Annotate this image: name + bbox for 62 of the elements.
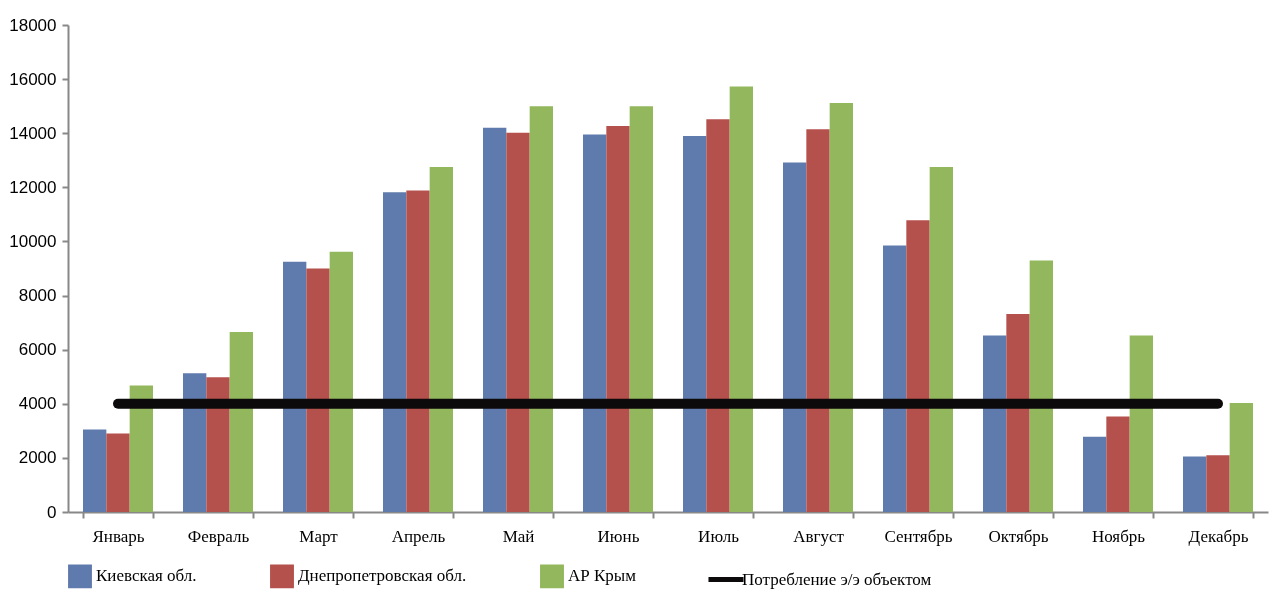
y-tick-label: 8000 [18,286,57,306]
bar [529,106,553,512]
bar [206,377,230,512]
bar [1129,335,1153,512]
y-tick-label: 0 [47,502,57,522]
bar [1106,416,1130,512]
bar [629,106,653,512]
bar [329,251,353,512]
bar [883,245,907,512]
y-tick-label: 16000 [9,69,57,89]
bar [183,373,207,512]
bar [983,335,1007,512]
bar [683,135,707,512]
legend-label: Днепропетровская обл. [298,566,467,586]
bar [606,125,630,512]
bar [583,134,607,512]
y-tick-label: 2000 [18,448,57,468]
y-tick-label: 18000 [9,15,57,35]
bar [106,433,130,512]
legend-label: Киевская обл. [96,566,197,586]
x-tick-label: Май [502,526,535,546]
bar [1206,455,1230,512]
x-tick-label: Октябрь [988,526,1049,546]
y-tick-label: 10000 [9,231,57,251]
x-tick-label: Февраль [187,526,250,546]
bar [383,192,407,512]
bar [706,119,730,512]
x-tick-label: Ноябрь [1091,526,1146,546]
x-tick-label: Август [793,526,845,546]
y-tick-label: 12000 [9,177,57,197]
bar [1183,456,1207,512]
x-tick-label: Январь [92,526,145,546]
y-tick-label: 14000 [9,123,57,143]
legend-label: Потребление э/э объектом [742,569,932,589]
bar [1229,402,1253,512]
x-tick-label: Сентябрь [884,526,953,546]
bar [1083,436,1107,512]
bar [929,167,953,512]
bar [506,132,530,512]
bar [83,429,107,512]
x-tick-label: Март [299,526,339,546]
x-tick-label: Декабрь [1188,526,1249,546]
y-tick-label: 4000 [18,394,57,414]
bar [129,385,153,512]
bar [1029,260,1053,512]
bar [429,167,453,512]
bar [406,190,430,512]
bar [906,220,930,512]
x-tick-label: Июнь [597,526,640,546]
legend-label: АР Крым [568,566,637,586]
x-tick-label: Апрель [391,526,446,546]
bar [306,268,330,512]
y-tick-label: 6000 [18,340,57,360]
x-tick-label: Июль [698,526,740,546]
bar [806,129,830,512]
bar [229,332,253,512]
bar [729,86,753,512]
bar [483,127,507,512]
bar [283,261,307,512]
bar [1006,313,1030,512]
bar [783,162,807,512]
bar [829,102,853,512]
